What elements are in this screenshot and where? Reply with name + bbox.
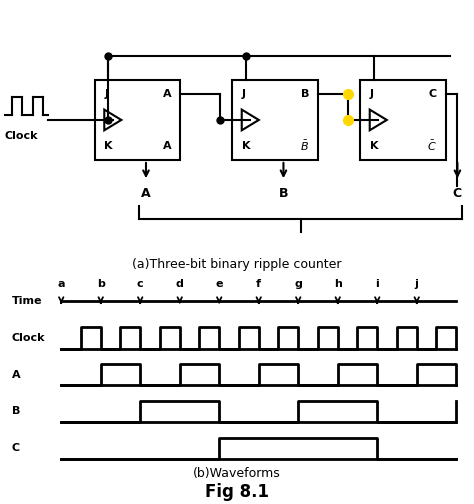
Bar (360, 80, 446, 160)
Text: A: A (12, 370, 20, 380)
Text: K: K (370, 141, 378, 151)
Text: Clock: Clock (5, 132, 38, 142)
Text: B: B (12, 406, 20, 416)
Text: J: J (370, 89, 374, 99)
Text: J: J (242, 89, 246, 99)
Text: C: C (429, 89, 437, 99)
Bar (95, 80, 180, 160)
Text: B: B (279, 187, 288, 200)
Text: f: f (256, 279, 261, 289)
Text: h: h (334, 279, 342, 289)
Text: g: g (294, 279, 302, 289)
Text: c: c (137, 279, 144, 289)
Text: d: d (176, 279, 183, 289)
Text: K: K (242, 141, 250, 151)
Text: a: a (57, 279, 65, 289)
Text: e: e (216, 279, 223, 289)
Text: i: i (375, 279, 379, 289)
Text: K: K (104, 141, 113, 151)
Text: Clock: Clock (12, 333, 46, 343)
Bar (232, 80, 318, 160)
Text: C: C (12, 443, 20, 453)
Text: C: C (453, 187, 462, 200)
Text: Fig 8.1: Fig 8.1 (205, 483, 269, 501)
Text: $\bar{C}$: $\bar{C}$ (427, 139, 437, 153)
Text: b: b (97, 279, 105, 289)
Text: $\bar{B}$: $\bar{B}$ (300, 139, 309, 153)
Text: Time: Time (12, 296, 42, 306)
Text: (b)Waveforms: (b)Waveforms (193, 467, 281, 480)
Text: (a)Three-bit binary ripple counter: (a)Three-bit binary ripple counter (132, 258, 342, 271)
Text: J: J (104, 89, 108, 99)
Text: A: A (163, 141, 172, 151)
Text: A: A (163, 89, 172, 99)
Text: B: B (301, 89, 309, 99)
Text: A: A (141, 187, 151, 200)
Text: j: j (415, 279, 419, 289)
